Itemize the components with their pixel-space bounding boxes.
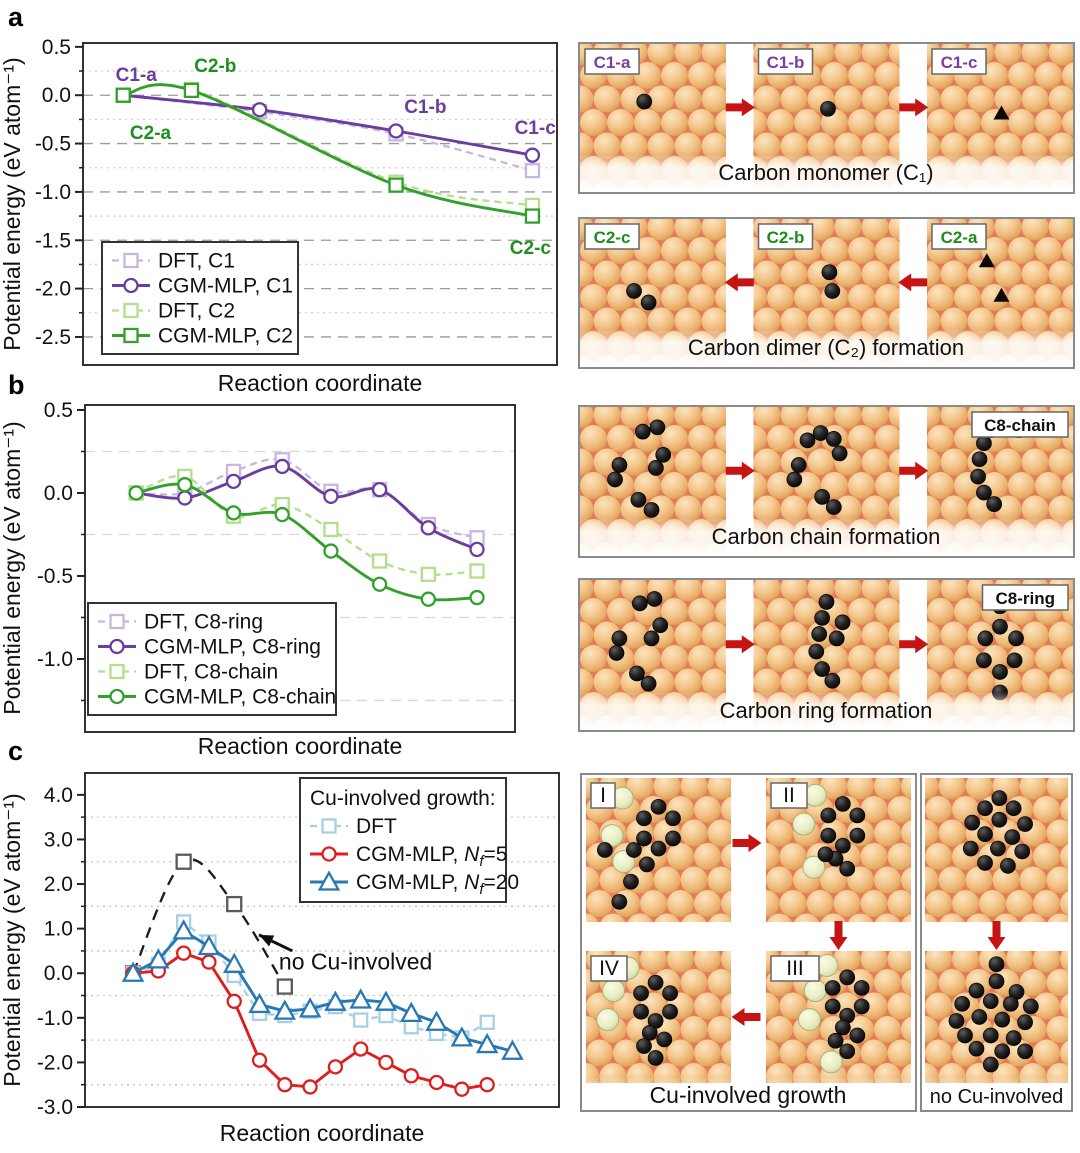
svg-text:IV: IV — [599, 957, 619, 980]
svg-text:C1-b: C1-b — [404, 97, 446, 118]
svg-text:C2-c: C2-c — [510, 238, 552, 259]
svg-text:-1.0: -1.0 — [35, 181, 71, 204]
svg-text:2.0: 2.0 — [44, 873, 73, 896]
svg-text:-2.5: -2.5 — [35, 326, 71, 349]
panel-c-energy-chart: 4.0 3.0 2.0 1.0 0.0 -1.0 -2.0 -3.0 Reaction coor… — [0, 765, 580, 1153]
svg-text:Reaction coordinate: Reaction coordinate — [198, 733, 403, 759]
svg-text:C2-a: C2-a — [130, 123, 172, 144]
svg-text:C1-c: C1-c — [941, 53, 978, 72]
svg-text:-1.0: -1.0 — [37, 1007, 73, 1030]
svg-text:-3.0: -3.0 — [37, 1096, 73, 1119]
svg-text:-0.5: -0.5 — [35, 133, 71, 156]
svg-text:I: I — [600, 784, 606, 807]
svg-text:Potential energy (eV atom⁻¹): Potential energy (eV atom⁻¹) — [0, 57, 25, 350]
svg-text:0.5: 0.5 — [42, 36, 71, 59]
svg-text:DFT, C2: DFT, C2 — [158, 300, 235, 323]
svg-text:CGM-MLP, Nf=20: CGM-MLP, Nf=20 — [356, 871, 519, 898]
svg-text:0.5: 0.5 — [44, 400, 73, 422]
svg-text:CGM-MLP, Nf=5: CGM-MLP, Nf=5 — [356, 843, 507, 870]
carbon-ring-image-box: C8-ring Carbon ring formation — [578, 578, 1075, 732]
svg-text:4.0: 4.0 — [44, 784, 73, 807]
svg-text:Potential energy (eV atom⁻¹): Potential energy (eV atom⁻¹) — [0, 793, 25, 1086]
panel-a-energy-chart: 0.5 0.0 -0.5 -1.0 -1.5 -2.0 -2.5 Reaction coord… — [0, 0, 570, 405]
svg-text:-2.0: -2.0 — [35, 278, 71, 301]
svg-text:3.0: 3.0 — [44, 828, 73, 851]
svg-text:Carbon ring formation: Carbon ring formation — [720, 698, 933, 723]
svg-text:Carbon chain formation: Carbon chain formation — [712, 524, 941, 549]
svg-text:C2-a: C2-a — [941, 228, 978, 247]
svg-text:C2-b: C2-b — [767, 228, 805, 247]
svg-text:C2-b: C2-b — [194, 56, 236, 77]
svg-text:0.0: 0.0 — [42, 84, 71, 107]
svg-text:DFT: DFT — [356, 815, 397, 838]
svg-text:-0.5: -0.5 — [37, 565, 73, 588]
svg-text:C1-a: C1-a — [594, 53, 631, 72]
svg-text:C1-a: C1-a — [116, 65, 158, 86]
svg-text:Reaction coordinate: Reaction coordinate — [218, 370, 423, 396]
svg-text:Potential energy (eV atom⁻¹): Potential energy (eV atom⁻¹) — [0, 421, 25, 714]
svg-text:C8-chain: C8-chain — [984, 416, 1056, 435]
svg-text:CGM-MLP, C2: CGM-MLP, C2 — [158, 325, 293, 348]
svg-text:C1-b: C1-b — [767, 53, 805, 72]
panel-b-energy-chart: 0.5 0.0 -0.5 -1.0 Reaction coordinate Potenti… — [0, 399, 570, 770]
svg-text:no Cu-involved: no Cu-involved — [930, 1086, 1063, 1108]
svg-text:DFT, C1: DFT, C1 — [158, 250, 235, 273]
svg-text:Carbon monomer (C₁): Carbon monomer (C₁) — [718, 160, 933, 185]
svg-text:C1-c: C1-c — [515, 118, 557, 139]
svg-text:Carbon dimer (C₂) formation: Carbon dimer (C₂) formation — [688, 335, 964, 360]
svg-text:II: II — [783, 784, 795, 807]
carbon-chain-image-box: C8-chain Carbon chain formation — [578, 405, 1075, 558]
no-cu-involved-image-box: no Cu-involved — [920, 773, 1073, 1112]
cu-involved-growth-image-box: I II III IV Cu-involved growth — [580, 773, 917, 1112]
carbon-dimer-image-box: C2-c C2-b C2-a Carbon dimer (C₂) formation — [578, 217, 1075, 369]
svg-text:DFT, C8-chain: DFT, C8-chain — [144, 661, 278, 684]
panel-letter-c: c — [8, 736, 24, 766]
svg-text:CGM-MLP, C1: CGM-MLP, C1 — [158, 275, 293, 298]
svg-text:1.0: 1.0 — [44, 918, 73, 941]
svg-text:CGM-MLP, C8-chain: CGM-MLP, C8-chain — [144, 686, 336, 709]
svg-text:C2-c: C2-c — [594, 228, 631, 247]
panel-letter-b: b — [8, 370, 25, 400]
svg-text:0.0: 0.0 — [44, 962, 73, 985]
svg-text:CGM-MLP, C8-ring: CGM-MLP, C8-ring — [144, 636, 321, 659]
svg-text:Cu-involved growth:: Cu-involved growth: — [310, 787, 496, 810]
svg-text:-1.5: -1.5 — [35, 229, 71, 252]
svg-text:DFT, C8-ring: DFT, C8-ring — [144, 611, 263, 634]
svg-text:Reaction coordinate: Reaction coordinate — [220, 1120, 425, 1146]
carbon-monomer-image-box: C1-a C1-b C1-c Carbon monomer (C₁) — [578, 42, 1075, 194]
svg-text:III: III — [786, 957, 804, 980]
svg-text:-2.0: -2.0 — [37, 1051, 73, 1074]
svg-text:-1.0: -1.0 — [37, 648, 73, 671]
svg-text:C8-ring: C8-ring — [996, 589, 1056, 608]
svg-text:0.0: 0.0 — [44, 482, 73, 505]
svg-text:Cu-involved growth: Cu-involved growth — [650, 1082, 847, 1108]
panel-letter-a: a — [8, 2, 24, 32]
svg-text:no Cu-involved: no Cu-involved — [279, 948, 432, 974]
